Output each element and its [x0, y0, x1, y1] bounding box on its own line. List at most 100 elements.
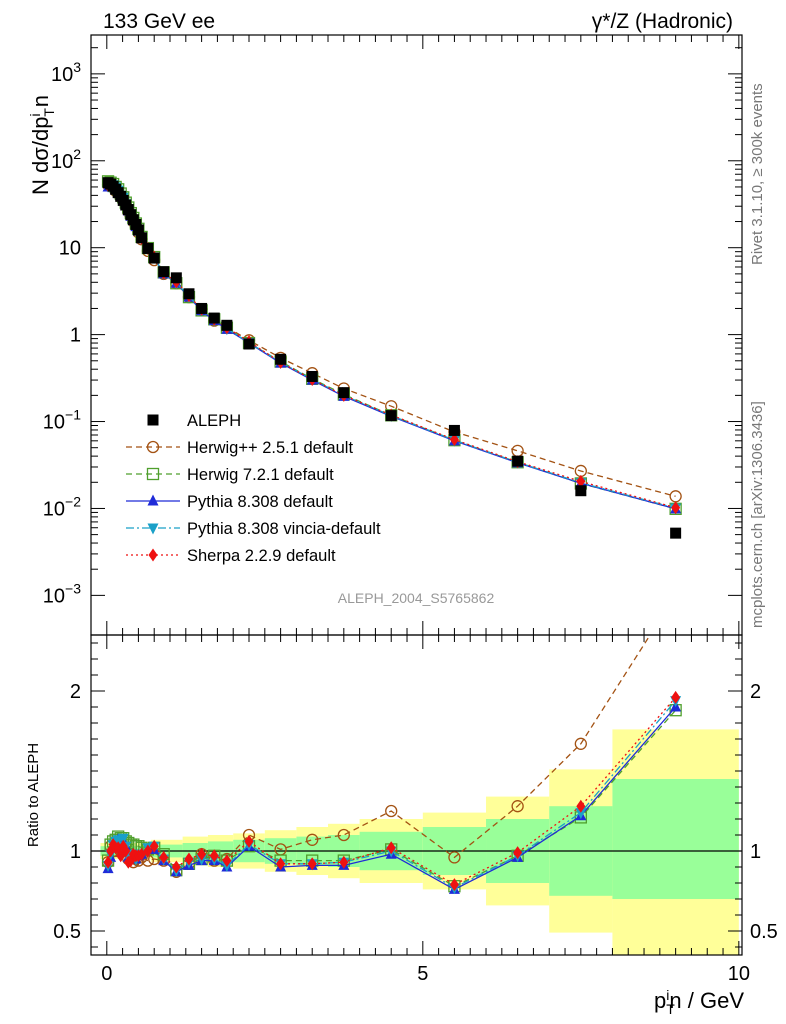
main-axes: 10−3 10−2 10−1 1 10 102 103 0 5 10	[43, 35, 750, 985]
ratio-point-pythia-8-308-vincia-default	[575, 808, 587, 820]
data-point-aleph	[148, 252, 160, 264]
ratio-point-herwigpp-2-5-1-default	[385, 804, 398, 818]
ratio-point-sherpa-2-2-9-default	[197, 847, 207, 861]
series-pythia-8-308-vincia-default	[102, 180, 682, 515]
data-point-sherpa-2-2-9-default	[576, 474, 586, 488]
data-point-aleph	[170, 272, 182, 284]
data-point-aleph	[158, 266, 170, 278]
legend-label: Herwig++ 2.5.1 default	[187, 439, 353, 457]
ratio-uncertainty-bands	[100, 729, 739, 955]
ratio-point-sherpa-2-2-9-default	[184, 852, 194, 866]
ratio-point-herwigpp-2-5-1-default	[511, 800, 524, 813]
y-tick-label: 10−2	[43, 493, 81, 520]
ratio-point-sherpa-2-2-9-default	[671, 690, 681, 704]
ratio-point-herwigpp-2-5-1-default	[574, 737, 587, 750]
series-line-pythia-8-308-default	[107, 184, 676, 510]
ratio-point-sherpa-2-2-9-default	[339, 855, 349, 869]
main-plot-frame	[90, 34, 743, 636]
series-aleph	[102, 177, 682, 539]
legend-marker	[148, 548, 158, 562]
mcplots-credit-label: mcplots.cern.ch [arXiv:1306.3436]	[749, 401, 766, 628]
data-point-aleph	[183, 288, 195, 300]
data-point-sherpa-2-2-9-default	[671, 501, 681, 515]
y-tick-label: 1	[70, 325, 81, 347]
ratio-point-sherpa-2-2-9-default	[276, 857, 286, 871]
x-tick-label: 0	[101, 963, 112, 985]
legend-marker	[147, 494, 159, 506]
legend-marker	[147, 414, 159, 426]
ratio-point-sherpa-2-2-9-default	[244, 834, 254, 848]
series-line-sherpa-2-2-9-default	[107, 183, 676, 509]
ratio-tick-label: 0.5	[53, 921, 81, 943]
legend-entry-aleph: ALEPH	[147, 412, 241, 430]
series-line-pythia-8-308-vincia-default	[107, 184, 676, 509]
legend-label: Sherpa 2.2.9 default	[187, 547, 336, 565]
ratio-tick-label-right: 0.5	[750, 921, 778, 943]
ratio-point-sherpa-2-2-9-default	[149, 839, 159, 853]
ratio-point-herwigpp-2-5-1-default	[448, 851, 461, 864]
main-series-layer	[101, 175, 682, 539]
ratio-point-herwigpp-2-5-1-default	[670, 590, 681, 601]
ratio-point-pythia-8-308-vincia-default	[117, 833, 129, 845]
ratio-plot-frame	[90, 634, 743, 956]
data-point-aleph	[275, 353, 287, 365]
svg-text:N dσ/dpTi n: N dσ/dpTi n	[27, 95, 57, 195]
ratio-tick-label-right: 2	[750, 681, 761, 703]
data-point-herwigpp-2-5-1-default	[511, 444, 524, 457]
plot-title-left: 133 GeV ee	[103, 10, 215, 33]
data-point-aleph	[142, 242, 154, 254]
legend-entry-herwigpp-2-5-1-default: Herwig++ 2.5.1 default	[126, 439, 353, 457]
series-herwig-7-2-1-default	[101, 175, 682, 515]
ratio-point-sherpa-2-2-9-default	[121, 844, 131, 858]
ratio-point-sherpa-2-2-9-default	[209, 849, 219, 863]
legend-entry-pythia-8-308-vincia-default: Pythia 8.308 vincia-default	[126, 520, 381, 538]
data-point-aleph	[448, 424, 460, 436]
ratio-point-herwigpp-2-5-1-default	[306, 833, 319, 846]
uncertainty-band-green	[612, 779, 739, 899]
ratio-point-sherpa-2-2-9-default	[171, 860, 181, 874]
x-axis-title: pTin / GeV	[654, 987, 744, 1017]
y-axis-title: N dσ/dpTi n	[27, 95, 57, 195]
data-point-aleph	[208, 312, 220, 324]
svg-text:pTin / GeV: pTin / GeV	[654, 987, 744, 1017]
legend-marker	[147, 523, 159, 535]
series-line-herwig-7-2-1-default	[107, 180, 676, 510]
data-point-herwigpp-2-5-1-default	[669, 490, 682, 503]
x-tick-label: 5	[417, 963, 428, 985]
data-point-aleph	[670, 527, 682, 539]
ratio-tick-label: 2	[70, 681, 81, 703]
ratio-series-layer	[101, 590, 682, 895]
x-tick-label: 10	[728, 963, 750, 985]
ratio-point-sherpa-2-2-9-default	[143, 844, 153, 858]
legend-marker	[146, 467, 160, 481]
ratio-tick-label: 1	[70, 841, 81, 863]
legend-label: Herwig 7.2.1 default	[187, 466, 334, 484]
plot-title-right: γ*/Z (Hadronic)	[592, 10, 733, 33]
data-point-aleph	[196, 302, 208, 314]
y-tick-label: 102	[51, 146, 81, 173]
legend-label: Pythia 8.308 vincia-default	[187, 520, 381, 538]
data-point-aleph	[512, 455, 524, 467]
ratio-point-sherpa-2-2-9-default	[222, 854, 232, 868]
ratio-point-sherpa-2-2-9-default	[386, 841, 396, 855]
legend-entry-pythia-8-308-default: Pythia 8.308 default	[126, 493, 333, 511]
legend-label: ALEPH	[187, 412, 241, 430]
y-tick-label: 10−3	[43, 580, 81, 607]
data-point-aleph	[575, 485, 587, 497]
ratio-series-sherpa-2-2-9-default	[103, 690, 681, 892]
data-point-sherpa-2-2-9-default	[449, 433, 459, 447]
y-tick-label: 10−1	[43, 407, 81, 434]
data-point-aleph	[306, 370, 318, 382]
legend-entry-sherpa-2-2-9-default: Sherpa 2.2.9 default	[126, 547, 336, 565]
ratio-point-sherpa-2-2-9-default	[159, 850, 169, 864]
ratio-point-herwigpp-2-5-1-default	[337, 828, 350, 842]
y-tick-label: 10	[59, 238, 81, 260]
ratio-tick-label-right: 1	[750, 841, 761, 863]
data-point-aleph	[221, 319, 233, 331]
rivet-version-label: Rivet 3.1.10, ≥ 300k events	[749, 83, 766, 265]
analysis-id-label: ALEPH_2004_S5765862	[338, 590, 495, 606]
ratio-point-sherpa-2-2-9-default	[103, 855, 113, 869]
legend-label: Pythia 8.308 default	[187, 493, 333, 511]
series-sherpa-2-2-9-default	[103, 177, 681, 515]
